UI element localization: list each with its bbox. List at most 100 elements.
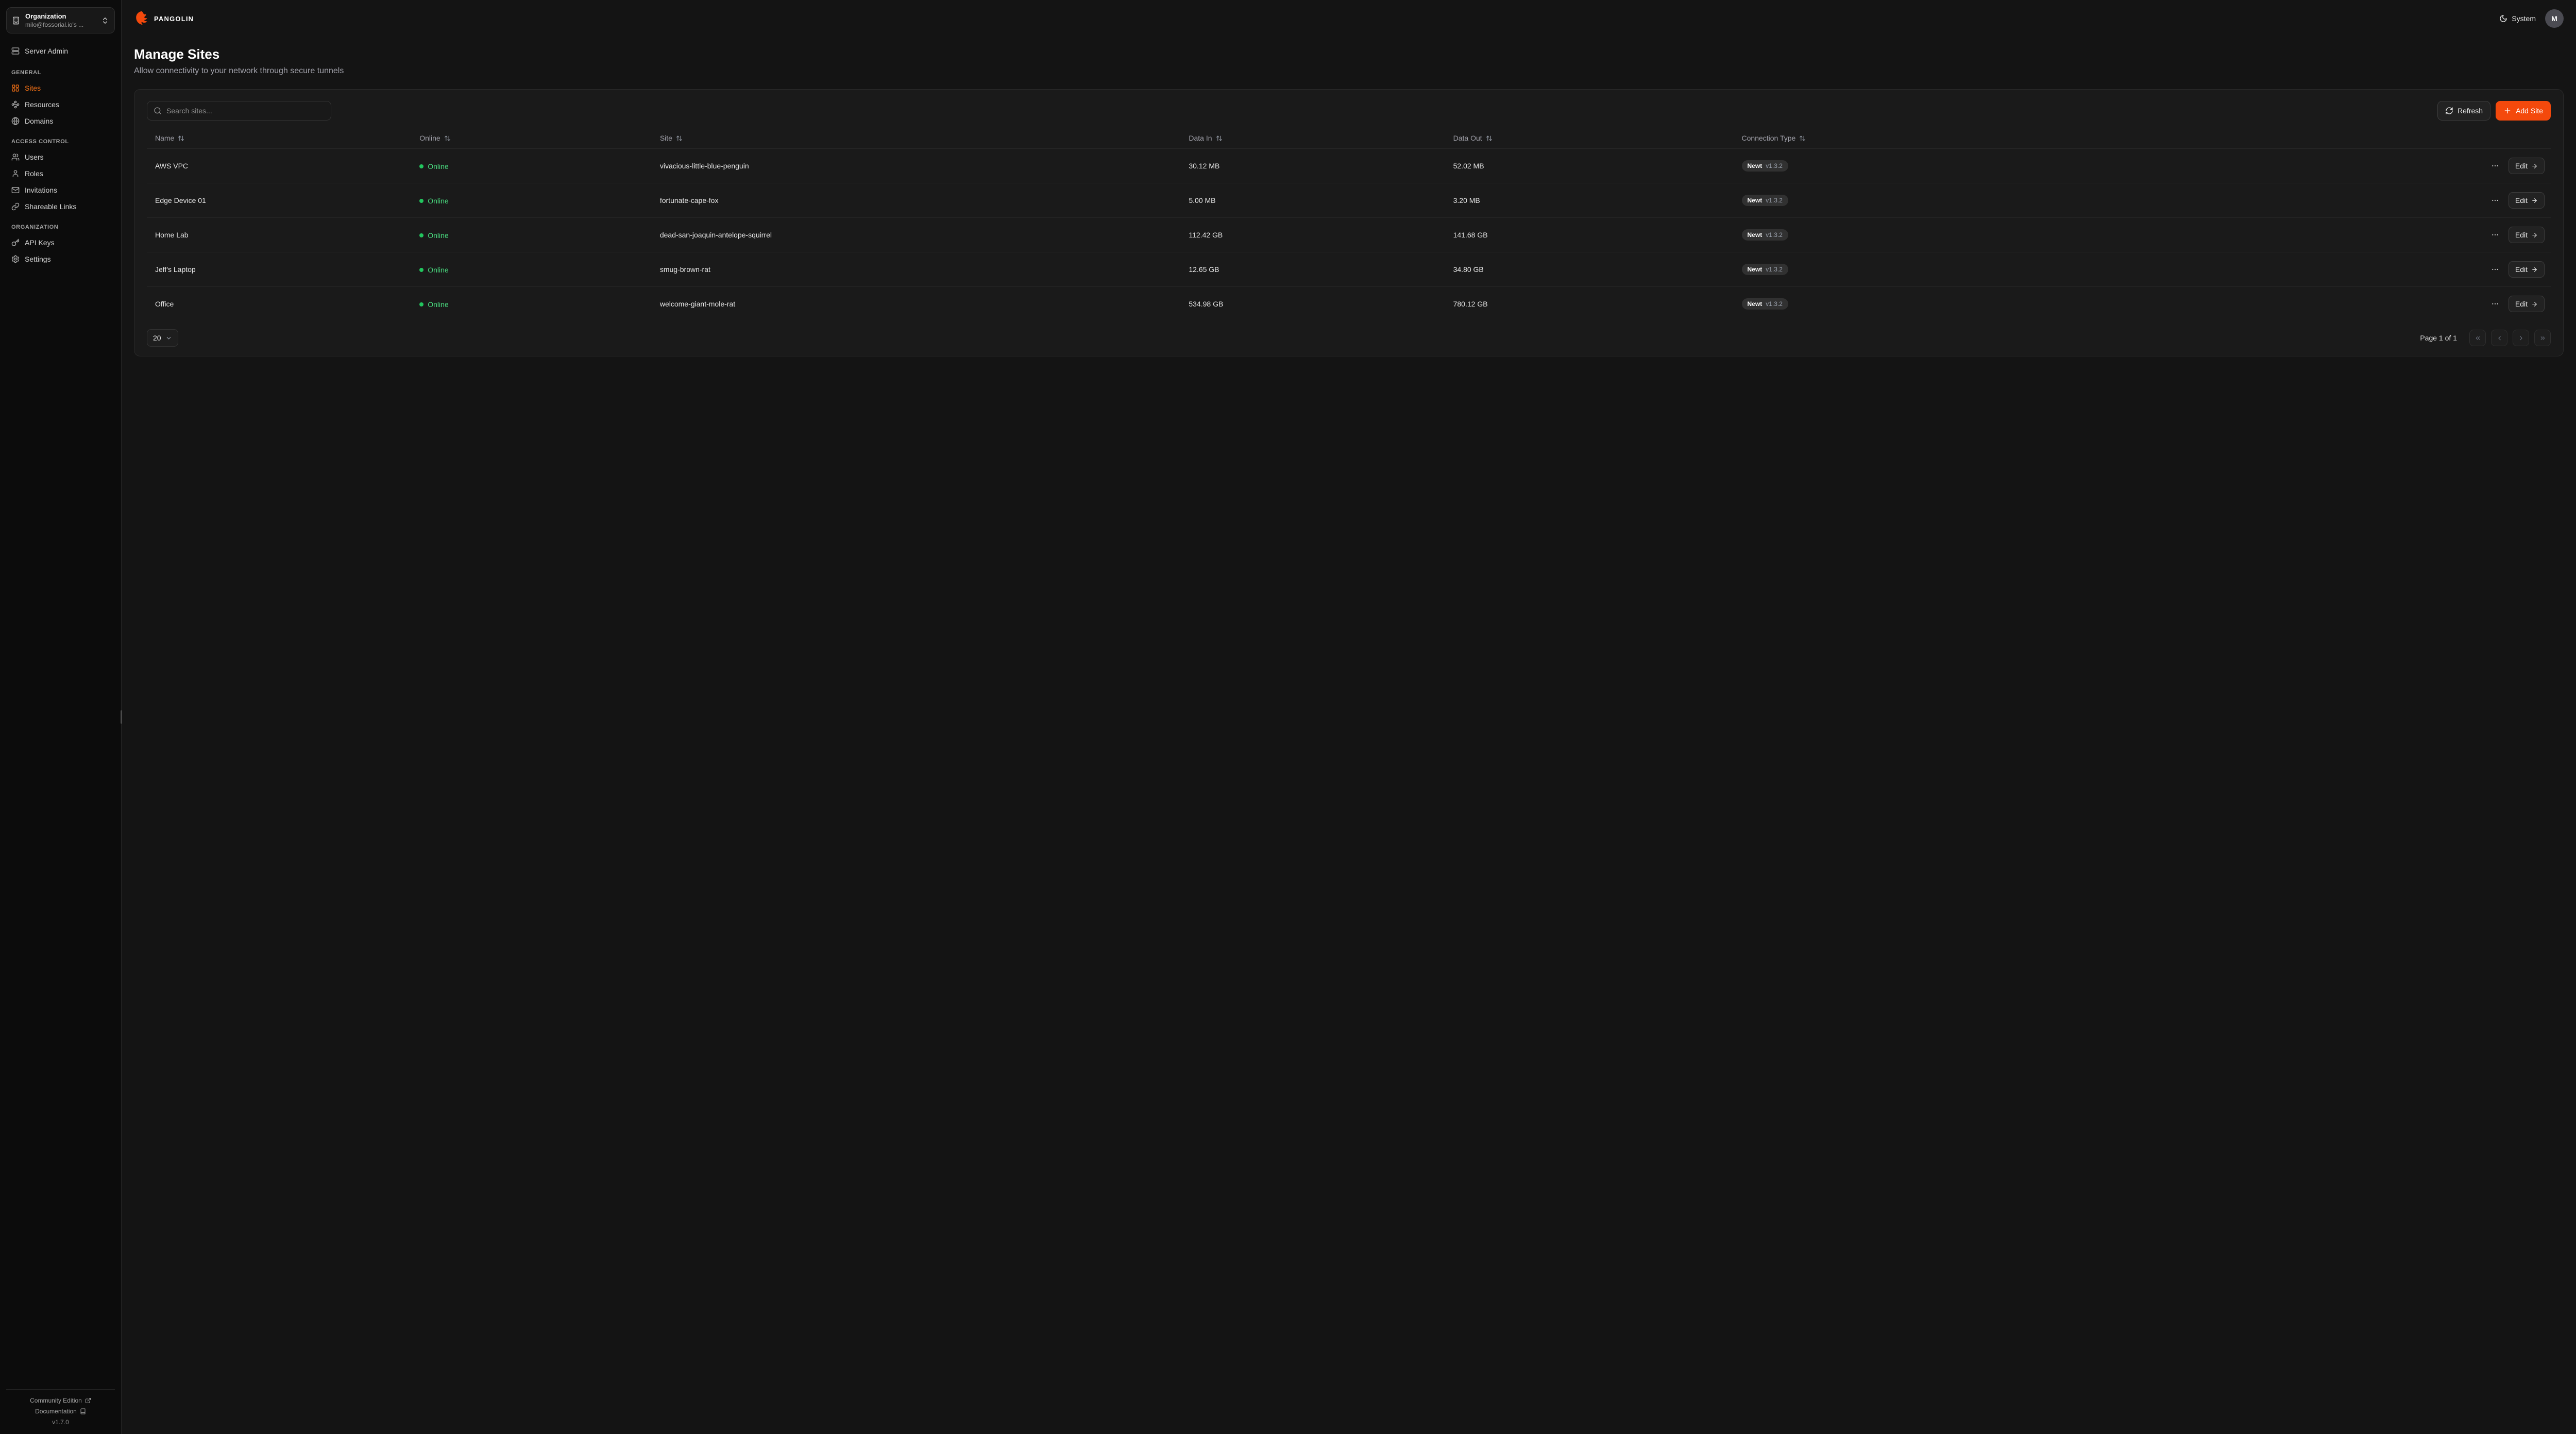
cell-online: Online xyxy=(411,287,652,321)
add-site-label: Add Site xyxy=(2516,107,2543,115)
sort-data-out-header[interactable]: Data Out xyxy=(1453,134,1493,142)
toolbar-actions: Refresh Add Site xyxy=(2437,101,2551,121)
sidebar-item-server-admin[interactable]: Server Admin xyxy=(6,43,115,59)
edit-button[interactable]: Edit xyxy=(2508,261,2545,278)
search-box xyxy=(147,101,331,121)
cell-data-in: 112.42 GB xyxy=(1180,217,1445,252)
chevrons-up-down-icon xyxy=(101,16,109,25)
server-icon xyxy=(11,47,20,55)
page-size-select[interactable]: 20 xyxy=(147,329,178,347)
sidebar-nav: Server Admin GENERAL Sites Resources Dom… xyxy=(6,43,115,267)
edit-label: Edit xyxy=(2515,162,2528,170)
theme-toggle-button[interactable]: System xyxy=(2499,14,2536,23)
gear-icon xyxy=(11,255,20,263)
sidebar-item-label: Server Admin xyxy=(25,47,69,55)
next-page-button[interactable] xyxy=(2513,330,2529,346)
chevrons-right-icon xyxy=(2540,336,2545,340)
sidebar-section-general: GENERAL Sites Resources Domains xyxy=(6,59,115,129)
sort-online-header[interactable]: Online xyxy=(419,134,450,142)
cell-site: dead-san-joaquin-antelope-squirrel xyxy=(651,217,1181,252)
sidebar-item-api-keys[interactable]: API Keys xyxy=(6,234,115,251)
sort-icon xyxy=(1486,135,1492,141)
cell-site: fortunate-cape-fox xyxy=(651,183,1181,218)
sidebar-item-sites[interactable]: Sites xyxy=(6,80,115,96)
sidebar-item-users[interactable]: Users xyxy=(6,149,115,165)
sidebar-item-label: Sites xyxy=(25,84,41,92)
chevrons-left-icon xyxy=(2476,336,2480,340)
cell-name: Home Lab xyxy=(147,217,412,252)
cell-online: Online xyxy=(411,148,652,183)
sidebar-item-shareable-links[interactable]: Shareable Links xyxy=(6,198,115,215)
sidebar-item-label: Settings xyxy=(25,255,51,263)
cell-online: Online xyxy=(411,252,652,287)
sort-icon xyxy=(444,135,450,141)
row-menu-button[interactable] xyxy=(2489,160,2501,172)
sites-card: Refresh Add Site Name Online xyxy=(134,89,2564,356)
connection-type-badge: Newt v1.3.2 xyxy=(1741,195,1788,206)
arrow-right-icon xyxy=(2532,232,2537,237)
cell-data-out: 3.20 MB xyxy=(1445,183,1734,218)
avatar[interactable]: M xyxy=(2545,9,2564,28)
cell-connection-type: Newt v1.3.2 xyxy=(1733,217,2166,252)
building-icon xyxy=(12,16,20,25)
search-input[interactable] xyxy=(166,107,325,115)
external-link-icon xyxy=(85,1397,91,1404)
cell-data-out: 52.02 MB xyxy=(1445,148,1734,183)
sidebar-item-invitations[interactable]: Invitations xyxy=(6,182,115,198)
online-label: Online xyxy=(428,196,449,205)
edit-button[interactable]: Edit xyxy=(2508,296,2545,312)
sort-site-header[interactable]: Site xyxy=(660,134,683,142)
cell-site: vivacious-little-blue-penguin xyxy=(651,148,1181,183)
table-row: Edge Device 01 Online fortunate-cape-fox… xyxy=(147,183,2551,218)
connection-name: Newt xyxy=(1747,266,1762,273)
prev-page-button[interactable] xyxy=(2491,330,2507,346)
connection-version: v1.3.2 xyxy=(1766,231,1783,238)
sort-data-in-header[interactable]: Data In xyxy=(1189,134,1222,142)
waypoints-icon xyxy=(11,100,20,109)
org-switcher[interactable]: Organization milo@fossorial.io's ... xyxy=(6,7,115,33)
online-dot xyxy=(419,267,424,272)
edit-button[interactable]: Edit xyxy=(2508,227,2545,243)
last-page-button[interactable] xyxy=(2534,330,2551,346)
sidebar-item-resources[interactable]: Resources xyxy=(6,96,115,113)
row-menu-button[interactable] xyxy=(2489,229,2501,241)
sidebar-item-label: API Keys xyxy=(25,238,55,247)
users-icon xyxy=(11,153,20,161)
community-edition-label: Community Edition xyxy=(30,1397,82,1404)
first-page-button[interactable] xyxy=(2469,330,2486,346)
cell-online: Online xyxy=(411,217,652,252)
sort-name-header[interactable]: Name xyxy=(155,134,184,142)
table-head: Name Online Site Data In Data Out Connec… xyxy=(147,128,2551,149)
row-menu-button[interactable] xyxy=(2489,298,2501,310)
sort-connection-type-header[interactable]: Connection Type xyxy=(1742,134,1806,142)
table-toolbar: Refresh Add Site xyxy=(147,101,2551,121)
edit-button[interactable]: Edit xyxy=(2508,158,2545,174)
sidebar-item-roles[interactable]: Roles xyxy=(6,165,115,182)
cell-data-out: 141.68 GB xyxy=(1445,217,1734,252)
sidebar-item-settings[interactable]: Settings xyxy=(6,251,115,267)
edit-button[interactable]: Edit xyxy=(2508,192,2545,209)
row-menu-button[interactable] xyxy=(2489,263,2501,276)
community-edition-link[interactable]: Community Edition xyxy=(30,1397,91,1404)
column-label: Data In xyxy=(1189,134,1212,142)
topbar: PANGOLIN System M xyxy=(122,0,2576,37)
connection-name: Newt xyxy=(1747,300,1762,308)
add-site-button[interactable]: Add Site xyxy=(2496,101,2551,121)
online-label: Online xyxy=(428,300,449,309)
brand-name: PANGOLIN xyxy=(154,14,194,23)
column-label: Online xyxy=(419,134,440,142)
sidebar-item-label: Roles xyxy=(25,169,43,178)
cell-actions: Edit xyxy=(2166,148,2551,183)
table-row: Home Lab Online dead-san-joaquin-antelop… xyxy=(147,217,2551,252)
column-label: Connection Type xyxy=(1741,134,1796,142)
pangolin-logo-icon xyxy=(134,10,149,27)
sidebar-item-domains[interactable]: Domains xyxy=(6,113,115,129)
row-menu-button[interactable] xyxy=(2489,194,2501,207)
documentation-link[interactable]: Documentation xyxy=(35,1408,86,1415)
sort-icon xyxy=(1216,135,1222,141)
refresh-button[interactable]: Refresh xyxy=(2437,101,2491,121)
connection-version: v1.3.2 xyxy=(1766,300,1783,308)
sidebar-resize-handle[interactable] xyxy=(121,710,122,724)
sidebar-item-label: Resources xyxy=(25,100,59,109)
